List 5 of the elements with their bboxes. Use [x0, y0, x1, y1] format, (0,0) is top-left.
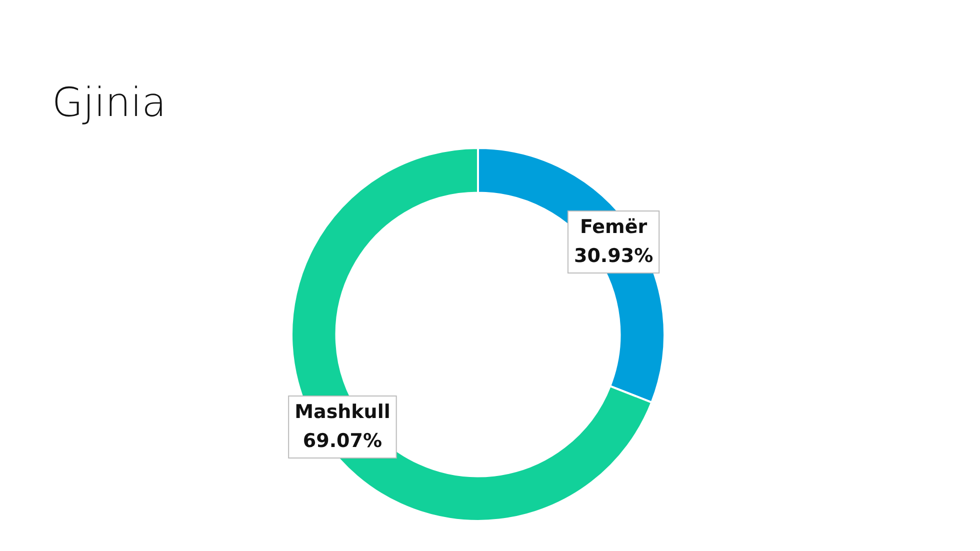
data-label: 30.93% — [574, 244, 654, 267]
data-label: 69.07% — [302, 430, 382, 452]
slice-label: Mashkull — [294, 400, 390, 423]
chart-title: Gjinia — [52, 80, 166, 126]
slice-label: Femër — [580, 216, 648, 238]
